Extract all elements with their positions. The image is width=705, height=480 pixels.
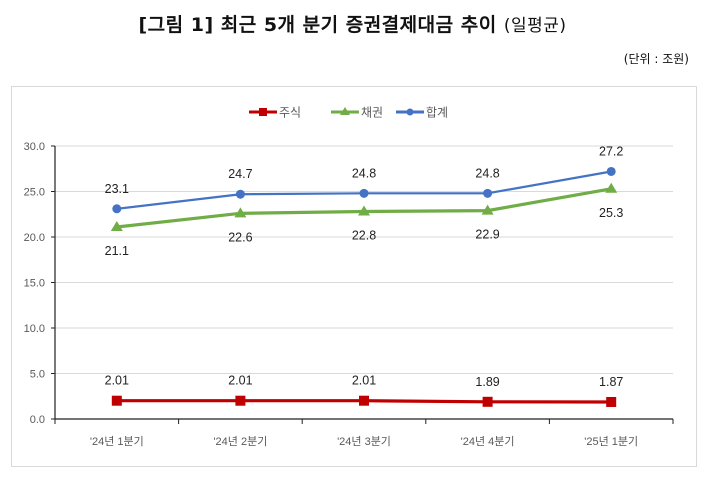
data-label: 24.8: [475, 166, 499, 180]
data-point-triangle: [358, 205, 370, 216]
y-tick-label: 10.0: [24, 323, 45, 335]
legend-label: 주식: [279, 106, 301, 120]
x-tick-label: '24년 1분기: [90, 435, 144, 448]
legend-item-합계: 합계: [396, 106, 448, 120]
legend-label: 합계: [426, 106, 448, 120]
data-label: 2.01: [105, 374, 129, 388]
data-label: 2.01: [352, 374, 376, 388]
data-point-square: [359, 395, 369, 406]
unit-label: (단위 : 조원): [623, 52, 689, 66]
data-point-circle: [235, 189, 245, 199]
y-tick-label: 30.0: [24, 141, 45, 153]
legend-circle-icon: [406, 108, 414, 116]
data-point-square: [111, 395, 122, 406]
data-label: 27.2: [599, 144, 623, 158]
y-tick-label: 20.0: [24, 232, 45, 244]
series-합계: 23.1 24.7 24.8 24.8 27.2: [105, 144, 623, 214]
legend-label: 채권: [361, 106, 383, 120]
chart-title-sub: (일평균): [503, 16, 567, 36]
data-label: 25.3: [599, 206, 623, 220]
chart-title-main: [그림 1] 최근 5개 분기 증권결제대금 추이: [138, 14, 497, 36]
legend-triangle-icon: [340, 107, 350, 115]
data-label: 1.89: [475, 375, 499, 389]
data-label: 22.6: [228, 230, 252, 244]
data-label: 22.8: [352, 229, 376, 243]
data-label: 23.1: [105, 182, 129, 196]
data-point-triangle: [481, 204, 494, 215]
data-point-square: [606, 396, 617, 407]
data-point-square: [482, 396, 493, 407]
data-point-circle: [359, 188, 369, 198]
x-tick-label: '24년 4분기: [461, 435, 515, 448]
chart-area: 0.0 5.0 10.0 15.0 20.0 25.0 30.0 '24년 1분기 '24년 2…: [11, 86, 697, 467]
data-point-circle: [606, 166, 616, 176]
data-point-circle: [483, 188, 493, 198]
series-채권: 21.1 22.6 22.8 22.9 25.3: [105, 182, 623, 258]
data-label: 22.9: [475, 228, 499, 242]
data-point-circle: [112, 204, 122, 214]
legend-item-주식: 주식: [249, 106, 301, 120]
y-tick-label: 15.0: [24, 278, 45, 290]
data-point-square: [235, 395, 246, 406]
line-chart: 0.0 5.0 10.0 15.0 20.0 25.0 30.0 '24년 1분기 '24년 2…: [24, 106, 674, 448]
y-tick-label: 25.0: [24, 187, 45, 199]
y-tick-label: 0.0: [30, 414, 45, 426]
x-tick-label: '24년 2분기: [213, 435, 267, 448]
data-label: 24.8: [352, 166, 376, 180]
x-tick-label: '24년 3분기: [337, 435, 391, 448]
x-tick-label: '25년 1분기: [584, 435, 638, 448]
data-point-triangle: [110, 220, 123, 231]
y-tick-label: 5.0: [30, 369, 45, 381]
chart-title: [그림 1] 최근 5개 분기 증권결제대금 추이 (일평균): [0, 10, 705, 37]
data-label: 1.87: [599, 375, 623, 389]
data-point-triangle: [605, 182, 618, 193]
data-label: 21.1: [105, 244, 129, 258]
series-주식: 2.01 2.01 2.01 1.89 1.87: [105, 374, 623, 407]
data-label: 2.01: [228, 374, 252, 388]
legend: 주식 채권 합계: [249, 106, 448, 120]
legend-square-icon: [259, 108, 267, 116]
legend-item-채권: 채권: [331, 106, 383, 120]
data-label: 24.7: [228, 167, 252, 181]
data-point-triangle: [234, 207, 247, 218]
